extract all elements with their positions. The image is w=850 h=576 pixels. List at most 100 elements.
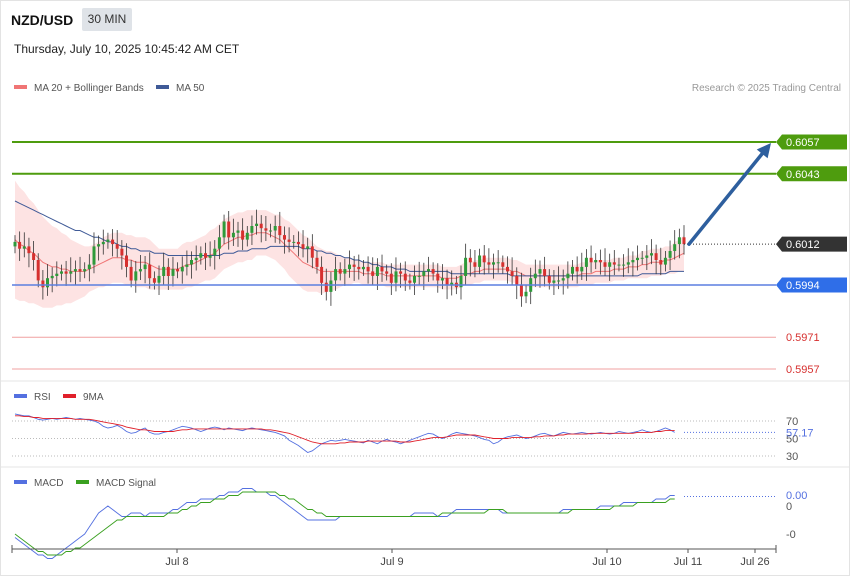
candle-body bbox=[73, 269, 77, 272]
forecast-arrow-shaft bbox=[687, 147, 768, 246]
candle-body bbox=[315, 257, 319, 267]
candle-body bbox=[287, 239, 291, 242]
candle-body bbox=[36, 260, 40, 281]
candle-body bbox=[152, 278, 156, 283]
candle-body bbox=[622, 264, 626, 266]
rsi-line bbox=[14, 413, 675, 454]
candle-body bbox=[608, 262, 612, 267]
candle-body bbox=[594, 260, 598, 263]
candle-body bbox=[431, 269, 435, 274]
level-label-text: 0.5971 bbox=[786, 332, 820, 344]
timeframe-badge[interactable]: 30 MIN bbox=[82, 8, 132, 31]
candle-body bbox=[510, 271, 514, 276]
bollinger-band bbox=[15, 180, 684, 308]
candle-body bbox=[64, 271, 68, 274]
candle-body bbox=[519, 285, 523, 297]
candle-body bbox=[46, 278, 49, 288]
candle-body bbox=[92, 246, 96, 265]
candle-body bbox=[143, 264, 147, 270]
candle-body bbox=[125, 255, 128, 267]
candle-body bbox=[134, 271, 138, 281]
x-tick-label: Jul 9 bbox=[380, 556, 403, 568]
candle-body bbox=[524, 291, 528, 297]
candle-body bbox=[111, 239, 115, 245]
candle-body bbox=[654, 253, 658, 260]
x-tick-label: Jul 10 bbox=[592, 556, 621, 568]
candle-body bbox=[78, 269, 82, 272]
candle-body bbox=[250, 226, 254, 233]
candle-body bbox=[361, 266, 365, 270]
candle-body bbox=[264, 228, 268, 231]
candle-body bbox=[557, 280, 561, 282]
candle-body bbox=[468, 257, 472, 263]
legend-macd-swatch bbox=[14, 480, 27, 484]
candle-body bbox=[310, 246, 314, 258]
candle-body bbox=[584, 257, 588, 267]
legend-macd-signal-label: MACD Signal bbox=[96, 478, 156, 489]
x-tick-label: Jul 26 bbox=[740, 556, 769, 568]
candle-body bbox=[492, 262, 495, 265]
candle-body bbox=[436, 273, 440, 281]
candle-body bbox=[380, 266, 384, 272]
candle-body bbox=[413, 275, 416, 283]
rsi-panel: 70 50 30 57.17 bbox=[12, 413, 814, 463]
candle-body bbox=[603, 262, 607, 267]
candle-body bbox=[496, 262, 500, 264]
macd-tick-label: 0 bbox=[786, 501, 792, 513]
candle-body bbox=[357, 266, 361, 270]
candle-body bbox=[115, 244, 119, 249]
candle-body bbox=[41, 280, 45, 288]
candle-body bbox=[617, 264, 621, 266]
macd-signal-line bbox=[14, 491, 675, 556]
x-axis-labels: Jul 8 Jul 9 Jul 10 Jul 11 Jul 26 bbox=[165, 549, 770, 568]
candle-body bbox=[561, 278, 565, 281]
candle-body bbox=[408, 280, 412, 283]
level-label-bg bbox=[776, 277, 847, 293]
rsi-tick-label: 50 bbox=[786, 434, 798, 446]
candle-body bbox=[306, 246, 310, 249]
candle-body bbox=[185, 264, 189, 267]
candle-body bbox=[138, 269, 142, 272]
candle-body bbox=[166, 266, 170, 276]
candle-body bbox=[399, 271, 403, 274]
candle-body bbox=[440, 278, 444, 281]
candle-body bbox=[589, 257, 593, 263]
candle-body bbox=[473, 262, 477, 267]
level-label-bg bbox=[776, 166, 847, 182]
candle-body bbox=[50, 275, 54, 279]
candle-body bbox=[547, 275, 551, 283]
candle-body bbox=[552, 280, 556, 283]
candle-body bbox=[334, 269, 338, 281]
candle-body bbox=[482, 255, 486, 263]
candle-body bbox=[343, 269, 347, 274]
candle-body bbox=[366, 266, 370, 272]
candle-body bbox=[190, 260, 193, 265]
candle-body bbox=[640, 257, 644, 259]
candle-body bbox=[445, 278, 449, 285]
candle-body bbox=[673, 244, 677, 251]
x-tick-label: Jul 8 bbox=[165, 556, 188, 568]
candle-body bbox=[213, 248, 217, 256]
candle-body bbox=[194, 257, 198, 261]
candle-body bbox=[571, 266, 574, 274]
legend-macd-label: MACD bbox=[34, 478, 63, 489]
candle-body bbox=[83, 269, 87, 272]
candle-body bbox=[22, 246, 26, 249]
candle-body bbox=[464, 257, 468, 276]
candle-body bbox=[352, 264, 356, 267]
candle-body bbox=[478, 255, 482, 267]
candle-body bbox=[375, 266, 379, 276]
candle-body bbox=[278, 226, 282, 236]
candle-body bbox=[338, 269, 342, 274]
candle-body bbox=[580, 266, 584, 272]
level-label-text: 0.5994 bbox=[786, 280, 820, 292]
key-levels: 0.6057 0.6043 0.6012 0.5994 0.5971 0.5957 bbox=[12, 134, 847, 376]
candle-body bbox=[208, 255, 212, 258]
candle-body bbox=[245, 232, 249, 240]
candle-body bbox=[301, 244, 305, 249]
candle-body bbox=[222, 221, 226, 238]
legend-rsi-label: RSI bbox=[34, 392, 51, 403]
candle-body bbox=[543, 269, 547, 276]
